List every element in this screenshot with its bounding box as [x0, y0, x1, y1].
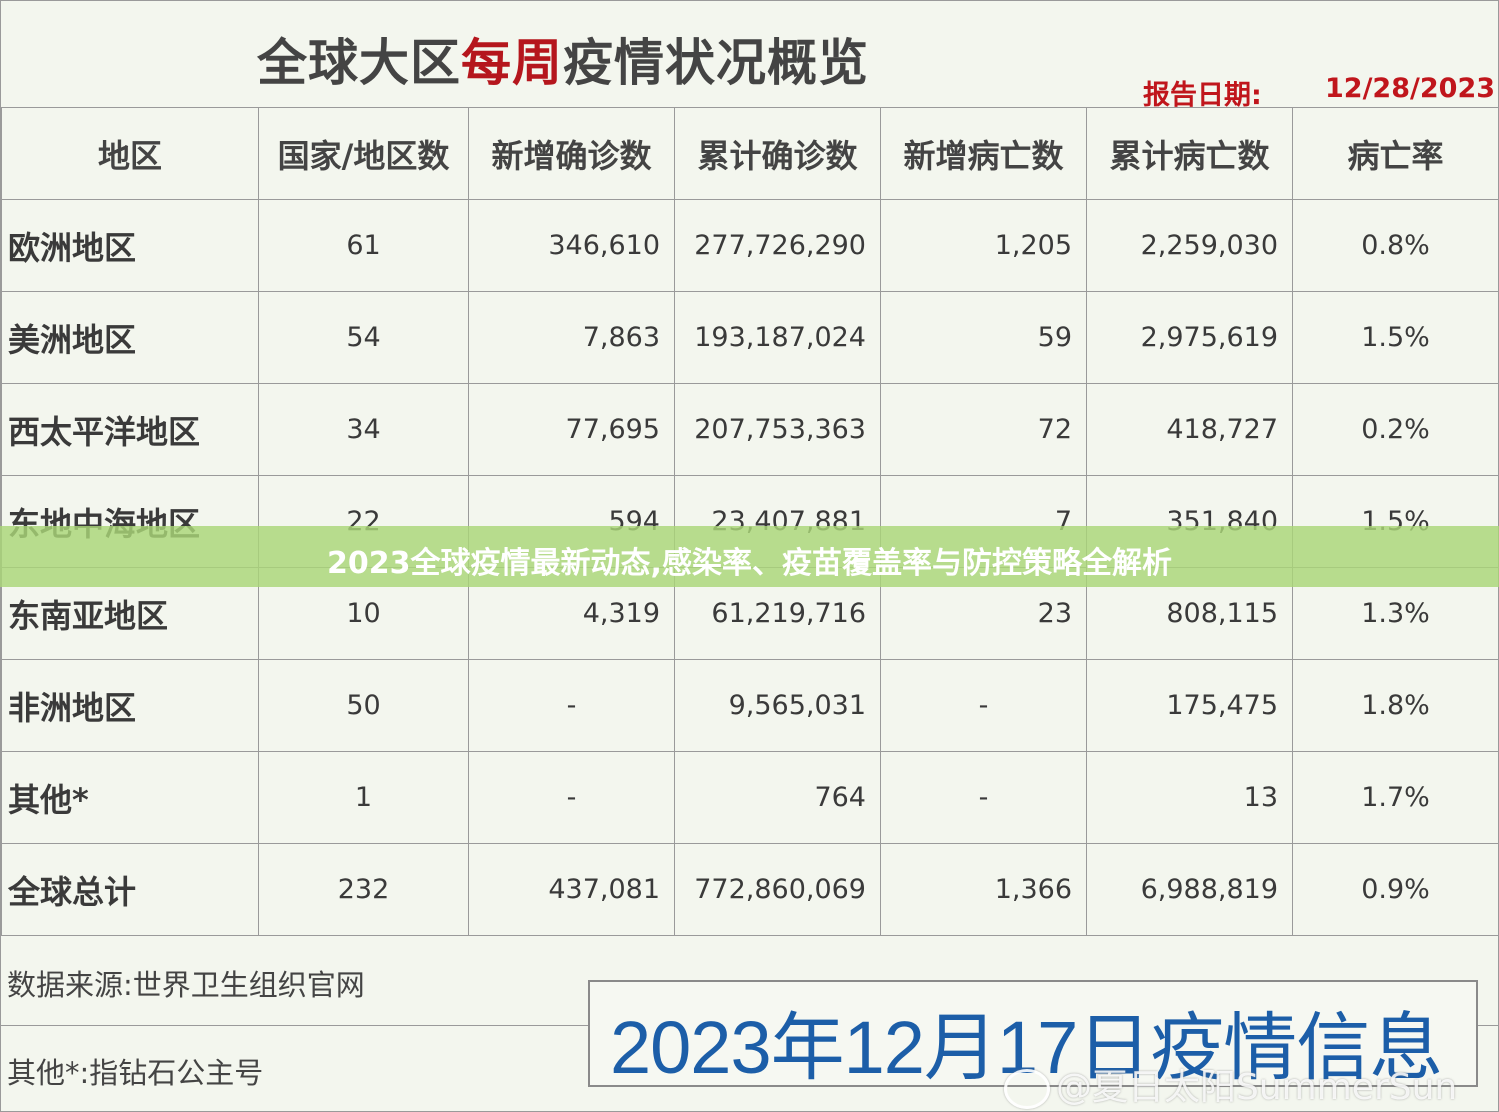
header-total-deaths: 累计病亡数 [1086, 107, 1293, 200]
cell-death-rate: 1.7% [1292, 751, 1499, 844]
cell-countries: 50 [258, 659, 469, 752]
page-title: 全球大区每周疫情状况概览 [257, 23, 869, 95]
cell-total-deaths: 2,259,030 [1086, 199, 1293, 292]
cell-countries: 232 [258, 843, 469, 936]
cell-total-cases: 193,187,024 [674, 291, 881, 384]
header-countries: 国家/地区数 [258, 107, 469, 200]
cell-new-deaths: 72 [880, 383, 1087, 476]
cell-total-cases: 764 [674, 751, 881, 844]
cell-countries: 34 [258, 383, 469, 476]
watermark-text: @夏日太阳SummerSun [1056, 1067, 1458, 1108]
cell-death-rate: 1.8% [1292, 659, 1499, 752]
cell-total-cases: 9,565,031 [674, 659, 881, 752]
headline-text: 2023全球疫情最新动态,感染率、疫苗覆盖率与防控策略全解析 [327, 546, 1172, 581]
footer-source: 数据来源:世界卫生组织官网 [7, 968, 365, 1002]
cell-new-cases: 77,695 [468, 383, 675, 476]
cell-new-cases: 346,610 [468, 199, 675, 292]
cell-total-deaths: 6,988,819 [1086, 843, 1293, 936]
cell-total-cases: 772,860,069 [674, 843, 881, 936]
cell-region: 全球总计 [1, 843, 259, 936]
cell-new-deaths: - [880, 751, 1087, 844]
cell-region: 欧洲地区 [1, 199, 259, 292]
cell-region: 非洲地区 [1, 659, 259, 752]
title-highlight: 每周 [461, 34, 563, 92]
cell-new-deaths: 1,366 [880, 843, 1087, 936]
header-new-deaths: 新增病亡数 [880, 107, 1087, 200]
cell-new-deaths: - [880, 659, 1087, 752]
cell-countries: 61 [258, 199, 469, 292]
cell-countries: 1 [258, 751, 469, 844]
table-row: 美洲地区 54 7,863 193,187,024 59 2,975,619 1… [1, 291, 1499, 384]
watermark: @夏日太阳SummerSun [1004, 1058, 1457, 1110]
title-part1: 全球大区 [257, 34, 461, 92]
cell-total-deaths: 175,475 [1086, 659, 1293, 752]
table-row: 其他* 1 - 764 - 13 1.7% [1, 751, 1499, 844]
cell-total-deaths: 418,727 [1086, 383, 1293, 476]
header-death-rate: 病亡率 [1292, 107, 1499, 200]
cell-death-rate: 0.8% [1292, 199, 1499, 292]
table-header-row: 地区 国家/地区数 新增确诊数 累计确诊数 新增病亡数 累计病亡数 病亡率 [1, 107, 1499, 200]
table-row: 欧洲地区 61 346,610 277,726,290 1,205 2,259,… [1, 199, 1499, 292]
cell-new-cases: 437,081 [468, 843, 675, 936]
cell-new-deaths: 1,205 [880, 199, 1087, 292]
cell-region: 美洲地区 [1, 291, 259, 384]
cell-total-cases: 277,726,290 [674, 199, 881, 292]
epidemic-table: 地区 国家/地区数 新增确诊数 累计确诊数 新增病亡数 累计病亡数 病亡率 欧洲… [1, 107, 1499, 936]
cell-new-deaths: 59 [880, 291, 1087, 384]
footer-source-row: 数据来源:世界卫生组织官网 [1, 935, 1498, 1026]
cell-region: 西太平洋地区 [1, 383, 259, 476]
cell-death-rate: 0.2% [1292, 383, 1499, 476]
cell-region: 其他* [1, 751, 259, 844]
weibo-icon [1004, 1069, 1050, 1109]
table-row-total: 全球总计 232 437,081 772,860,069 1,366 6,988… [1, 843, 1499, 936]
cell-new-cases: - [468, 751, 675, 844]
cell-death-rate: 1.5% [1292, 291, 1499, 384]
cell-death-rate: 0.9% [1292, 843, 1499, 936]
cell-countries: 54 [258, 291, 469, 384]
header-new-cases: 新增确诊数 [468, 107, 675, 200]
header-region: 地区 [1, 107, 259, 200]
cell-total-deaths: 2,975,619 [1086, 291, 1293, 384]
table-row: 非洲地区 50 - 9,565,031 - 175,475 1.8% [1, 659, 1499, 752]
table-row: 西太平洋地区 34 77,695 207,753,363 72 418,727 … [1, 383, 1499, 476]
report-date-label: 报告日期: [1143, 80, 1262, 111]
footer-note: 其他*:指钻石公主号 [7, 1056, 264, 1090]
title-part2: 疫情状况概览 [563, 34, 869, 92]
cell-total-deaths: 13 [1086, 751, 1293, 844]
cell-new-cases: - [468, 659, 675, 752]
headline-banner: 2023全球疫情最新动态,感染率、疫苗覆盖率与防控策略全解析 [0, 526, 1499, 587]
report-date-value: 12/28/2023 [1325, 73, 1496, 104]
header-total-cases: 累计确诊数 [674, 107, 881, 200]
footer-note-row: 其他*:指钻石公主号 [1, 1025, 1498, 1112]
cell-total-cases: 207,753,363 [674, 383, 881, 476]
cell-new-cases: 7,863 [468, 291, 675, 384]
